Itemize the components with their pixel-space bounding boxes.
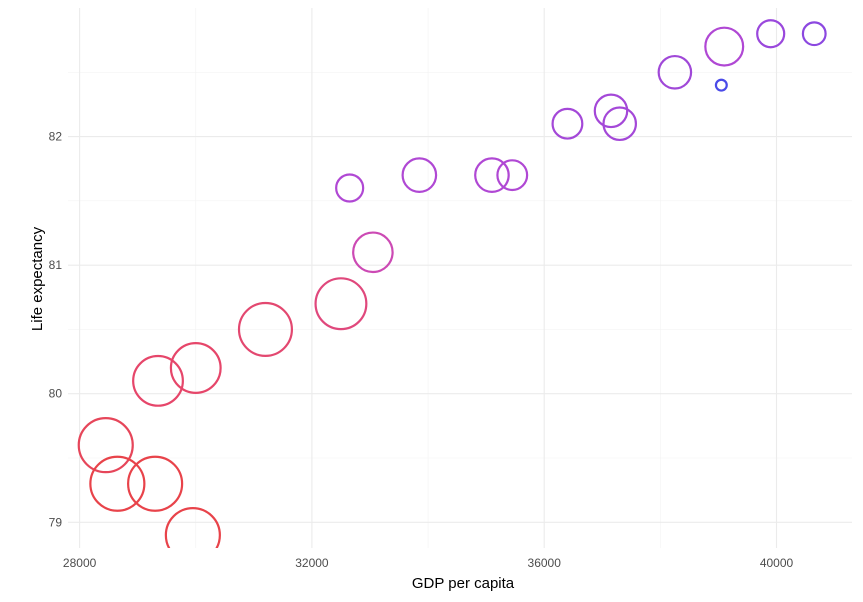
bubble-point [801,21,827,47]
bubble-point [401,157,438,193]
y-tick-label: 80 [49,387,63,401]
x-tick-label: 32000 [295,556,329,570]
bubble-layer [77,19,827,548]
bubble-point [127,455,184,512]
y-tick-label: 82 [49,130,63,144]
y-tick-label: 81 [49,258,63,272]
x-tick-label: 36000 [528,556,562,570]
bubble-point [132,354,184,407]
bubble-point [704,26,745,67]
bubble-point [496,159,529,192]
bubble-point [314,277,368,331]
x-tick-label: 28000 [63,556,97,570]
bubble-point [602,106,638,142]
bubble-point [551,107,584,140]
bubble-point [657,54,693,90]
bubble-point [77,417,134,474]
bubble-point [164,507,221,548]
x-tick-label: 40000 [760,556,794,570]
bubble-point [714,78,728,92]
x-axis-title: GDP per capita [412,575,515,592]
grid [68,8,852,548]
bubble-point [335,173,365,203]
y-axis-title: Life expectancy [29,226,46,331]
bubble-point [756,19,786,49]
y-tick-label: 79 [49,515,63,529]
bubble-point [89,455,146,512]
bubble-point [237,301,294,357]
bubble-point [593,93,629,129]
y-tick-labels: 79 80 81 82 [49,130,63,530]
bubble-point [474,157,510,193]
bubble-point [169,342,222,394]
bubble-point [352,231,394,274]
x-tick-labels: 28000 32000 36000 40000 [63,556,794,570]
